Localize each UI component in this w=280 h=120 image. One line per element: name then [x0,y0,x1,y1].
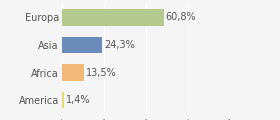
Text: 13,5%: 13,5% [86,68,117,78]
Bar [62,9,164,26]
Text: 1,4%: 1,4% [66,95,90,105]
Bar [62,92,64,108]
Text: 60,8%: 60,8% [165,12,196,22]
Bar [62,64,84,81]
Bar [62,37,102,53]
Text: 24,3%: 24,3% [104,40,135,50]
